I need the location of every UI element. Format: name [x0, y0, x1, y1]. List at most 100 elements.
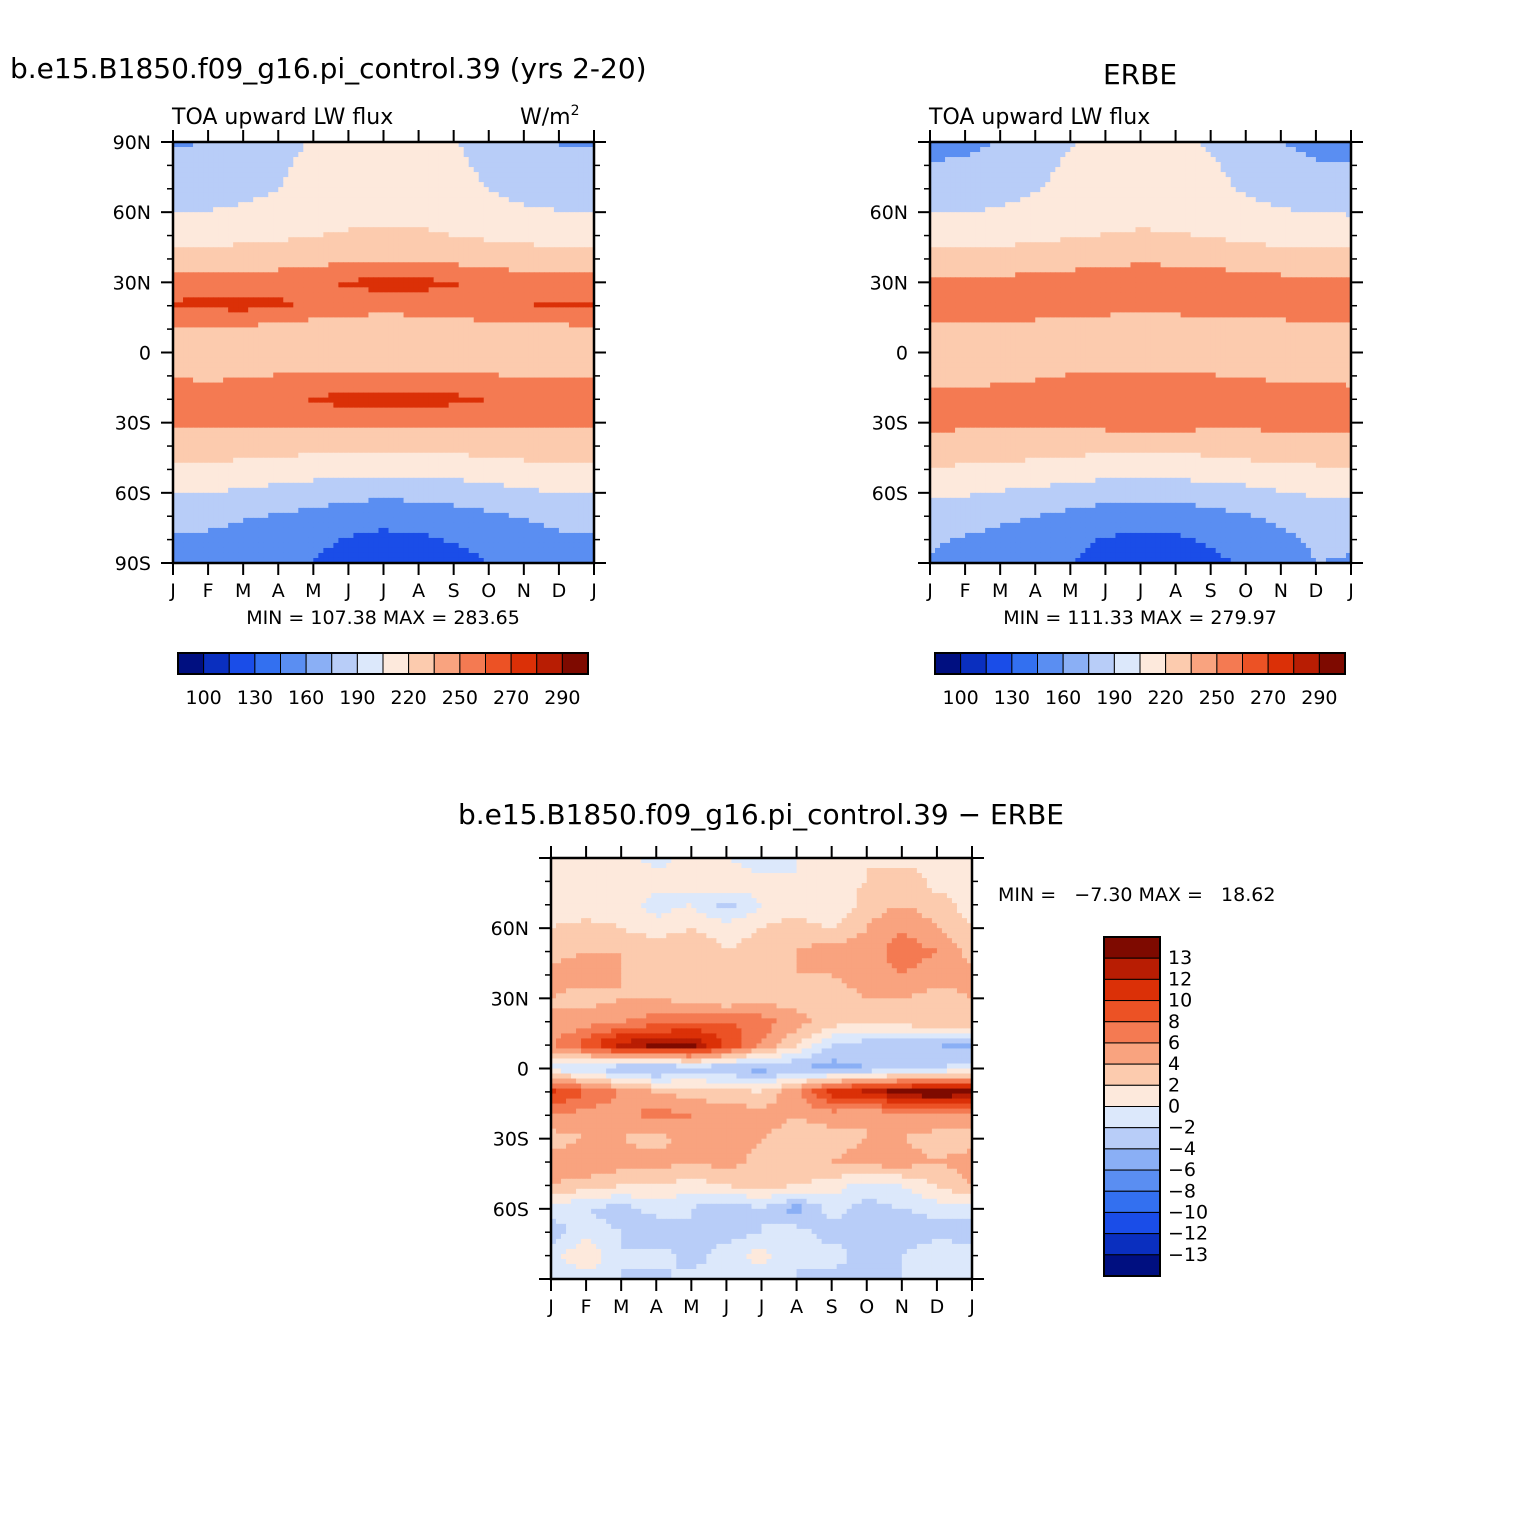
heat-cell: [218, 422, 224, 429]
heat-cell: [438, 162, 445, 168]
heat-cell: [403, 262, 410, 268]
heat-cell: [538, 142, 545, 148]
heat-cell: [408, 297, 415, 303]
heat-cell: [198, 272, 204, 278]
heat-cell: [403, 217, 410, 223]
heat-cell: [203, 352, 209, 359]
heat-cell: [268, 262, 274, 268]
heat-cell: [358, 182, 365, 188]
heat-cell: [388, 222, 395, 228]
heat-cell: [548, 172, 555, 178]
heat-cell: [418, 202, 425, 208]
heat-cell: [448, 252, 455, 258]
heat-cell: [253, 252, 259, 258]
heat-cell: [358, 162, 365, 168]
heat-cell: [473, 152, 480, 158]
heat-cell: [403, 397, 410, 404]
heat-cell: [333, 257, 339, 263]
heat-cell: [298, 252, 304, 258]
heat-cell: [383, 397, 390, 404]
heat-cell: [393, 227, 400, 233]
heat-cell: [433, 202, 440, 208]
heat-cell: [178, 262, 184, 268]
heat-cell: [373, 187, 380, 193]
heat-cell: [338, 227, 344, 233]
heat-cell: [468, 157, 475, 163]
heat-cell: [553, 362, 560, 369]
heat-cell: [328, 272, 334, 278]
heat-cell: [268, 367, 274, 374]
heat-cell: [363, 267, 370, 273]
heat-cell: [263, 222, 269, 228]
heat-cell: [423, 322, 430, 329]
heat-cell: [313, 392, 319, 399]
heat-cell: [518, 247, 525, 253]
heat-cell: [358, 337, 365, 344]
heat-cell: [453, 322, 460, 329]
heat-cell: [233, 197, 239, 203]
heat-cell: [378, 407, 385, 414]
heat-cell: [563, 202, 570, 208]
heat-cell: [343, 387, 350, 394]
heat-cell: [448, 162, 455, 168]
heat-cell: [408, 362, 415, 369]
heat-cell: [493, 182, 500, 188]
heat-cell: [208, 327, 214, 334]
heat-cell: [323, 352, 329, 359]
heat-cell: [448, 312, 455, 319]
heat-cell: [443, 357, 450, 364]
heat-cell: [553, 227, 560, 233]
heat-cell: [238, 272, 244, 278]
heat-cell: [298, 387, 304, 394]
heat-cell: [358, 227, 365, 233]
heat-cell: [448, 172, 455, 178]
heat-cell: [313, 342, 319, 349]
heat-cell: [493, 202, 500, 208]
heat-cell: [453, 262, 460, 268]
model-units-exp: 2: [571, 103, 580, 119]
heat-cell: [258, 152, 264, 158]
heat-cell: [348, 162, 355, 168]
heat-cell: [178, 352, 184, 359]
heat-cell: [278, 152, 284, 158]
heat-cell: [463, 262, 470, 268]
heat-cell: [308, 237, 314, 243]
heat-cell: [188, 217, 194, 223]
heat-cell: [383, 407, 390, 414]
heat-cell: [408, 262, 415, 268]
heat-cell: [503, 197, 510, 203]
heat-cell: [468, 177, 475, 183]
heat-cell: [533, 152, 540, 158]
heat-cell: [238, 432, 244, 439]
heat-cell: [573, 262, 580, 268]
heat-cell: [373, 177, 380, 183]
heat-cell: [413, 277, 420, 283]
heat-cell: [293, 287, 299, 293]
heat-cell: [578, 332, 585, 339]
heat-cell: [523, 362, 530, 369]
heat-cell: [328, 267, 334, 273]
heat-cell: [283, 157, 289, 163]
heat-cell: [528, 392, 535, 399]
heat-cell: [353, 262, 360, 268]
heat-cell: [483, 257, 490, 263]
heat-cell: [303, 237, 309, 243]
heat-cell: [453, 252, 460, 258]
heat-cell: [558, 302, 565, 308]
heat-cell: [203, 172, 209, 178]
heat-cell: [203, 252, 209, 258]
heat-cell: [438, 212, 445, 218]
heat-cell: [533, 212, 540, 218]
heat-cell: [518, 292, 525, 298]
heat-cell: [178, 342, 184, 349]
heat-cell: [398, 402, 405, 409]
heat-cell: [478, 297, 485, 303]
heat-cell: [403, 382, 410, 389]
heat-cell: [568, 217, 575, 223]
heat-cell: [523, 282, 530, 288]
heat-cell: [558, 352, 565, 359]
heat-cell: [533, 417, 540, 424]
heat-cell: [388, 382, 395, 389]
heat-cell: [463, 307, 470, 313]
heat-cell: [468, 272, 475, 278]
